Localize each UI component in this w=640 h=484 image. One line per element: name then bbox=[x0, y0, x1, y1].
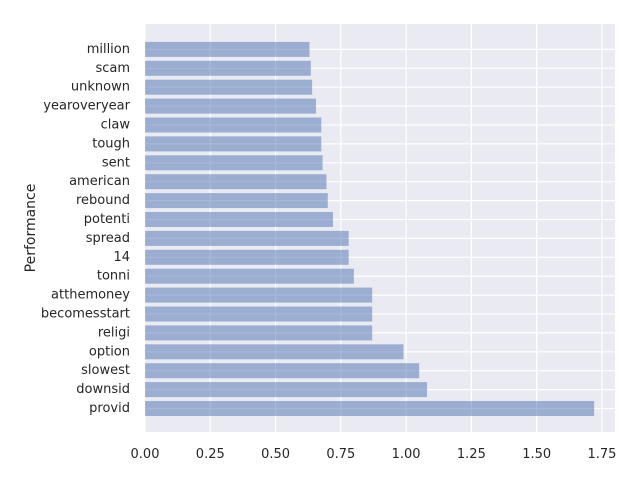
y-tick-label: provid bbox=[89, 401, 130, 416]
x-tick-label: 1.25 bbox=[457, 447, 486, 462]
y-tick-label: million bbox=[87, 42, 130, 57]
y-tick-label: yearoveryear bbox=[43, 99, 130, 114]
bar-downsid bbox=[145, 382, 427, 398]
y-axis-label: Performance bbox=[23, 184, 39, 273]
y-tick-label: 14 bbox=[113, 250, 130, 265]
bar-million bbox=[145, 41, 310, 57]
bar-tonni bbox=[145, 268, 354, 284]
bar-american bbox=[145, 174, 327, 190]
y-tick-label: religi bbox=[98, 325, 130, 340]
bar-claw bbox=[145, 117, 322, 133]
y-tick-label: sent bbox=[102, 155, 130, 170]
bar-religi bbox=[145, 325, 373, 341]
y-tick-label: tonni bbox=[97, 269, 130, 284]
bar-potenti bbox=[145, 212, 333, 227]
bar-slowest bbox=[145, 363, 420, 379]
x-tick-label: 1.00 bbox=[392, 447, 421, 462]
y-tick-label: slowest bbox=[81, 363, 130, 378]
y-tick-label: claw bbox=[101, 118, 131, 133]
x-tick-label: 0.50 bbox=[261, 447, 290, 462]
y-tick-label: atthemoney bbox=[51, 288, 130, 303]
x-tick-label: 1.75 bbox=[587, 447, 616, 462]
x-tick-label: 0.00 bbox=[131, 447, 160, 462]
bar-unknown bbox=[145, 79, 313, 95]
bar-option bbox=[145, 344, 404, 360]
bar-atthemoney bbox=[145, 287, 373, 303]
y-tick-label: american bbox=[69, 174, 130, 189]
bar-spread bbox=[145, 230, 349, 246]
x-tick-label: 0.25 bbox=[196, 447, 225, 462]
bar-provid bbox=[145, 401, 595, 416]
bars bbox=[145, 41, 595, 416]
x-tick-label: 0.75 bbox=[326, 447, 355, 462]
y-tick-label: rebound bbox=[76, 193, 130, 208]
x-tick-label: 1.50 bbox=[522, 447, 551, 462]
bar-becomesstart bbox=[145, 306, 373, 322]
bar-sent bbox=[145, 155, 323, 171]
x-tick-labels: 0.00 0.25 0.50 0.75 1.00 1.25 1.50 1.75 bbox=[131, 447, 617, 462]
y-tick-label: spread bbox=[86, 231, 130, 246]
y-tick-label: potenti bbox=[84, 212, 130, 227]
bar-scam bbox=[145, 60, 311, 76]
y-tick-label: tough bbox=[92, 136, 130, 151]
y-tick-label: scam bbox=[95, 61, 130, 76]
bar-rebound bbox=[145, 193, 328, 209]
y-tick-label: option bbox=[89, 344, 130, 359]
y-tick-label: downsid bbox=[76, 382, 130, 397]
y-tick-labels: provid downsid slowest option religi becomess… bbox=[41, 42, 131, 416]
bar-tough bbox=[145, 136, 322, 152]
y-tick-label: unknown bbox=[71, 80, 130, 95]
bar-yearoveryear bbox=[145, 98, 317, 114]
y-tick-label: becomesstart bbox=[41, 307, 130, 322]
bar-14 bbox=[145, 249, 349, 265]
